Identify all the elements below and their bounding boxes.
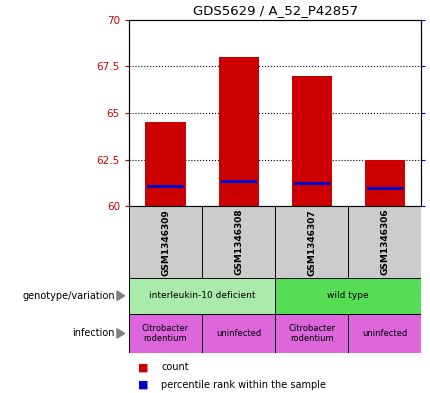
Text: ■: ■ <box>138 380 148 390</box>
Bar <box>275 314 348 353</box>
Bar <box>202 314 275 353</box>
Text: count: count <box>161 362 189 372</box>
Text: infection: infection <box>72 329 115 338</box>
Text: genotype/variation: genotype/variation <box>22 291 115 301</box>
Title: GDS5629 / A_52_P42857: GDS5629 / A_52_P42857 <box>193 4 358 17</box>
Bar <box>292 76 332 206</box>
Bar <box>348 314 421 353</box>
Bar <box>218 57 259 206</box>
Bar <box>367 187 403 190</box>
Bar <box>202 206 275 278</box>
Bar <box>275 278 421 314</box>
Text: GSM1346308: GSM1346308 <box>234 209 243 275</box>
Text: GSM1346306: GSM1346306 <box>381 209 389 275</box>
Bar <box>348 206 421 278</box>
Bar <box>294 182 330 184</box>
Text: GSM1346307: GSM1346307 <box>307 209 316 275</box>
Bar <box>147 185 184 188</box>
Bar <box>129 206 202 278</box>
Bar <box>275 206 348 278</box>
Text: Citrobacter
rodentium: Citrobacter rodentium <box>142 324 189 343</box>
Text: percentile rank within the sample: percentile rank within the sample <box>161 380 326 390</box>
Bar <box>129 314 202 353</box>
Bar <box>365 160 405 206</box>
Text: wild type: wild type <box>328 291 369 300</box>
Bar <box>129 278 275 314</box>
Bar <box>221 180 257 183</box>
Text: uninfected: uninfected <box>362 329 408 338</box>
Text: GSM1346309: GSM1346309 <box>161 209 170 275</box>
Text: interleukin-10 deficient: interleukin-10 deficient <box>149 291 255 300</box>
Text: Citrobacter
rodentium: Citrobacter rodentium <box>288 324 335 343</box>
Text: uninfected: uninfected <box>216 329 261 338</box>
Text: ■: ■ <box>138 362 148 372</box>
Bar <box>145 123 186 206</box>
